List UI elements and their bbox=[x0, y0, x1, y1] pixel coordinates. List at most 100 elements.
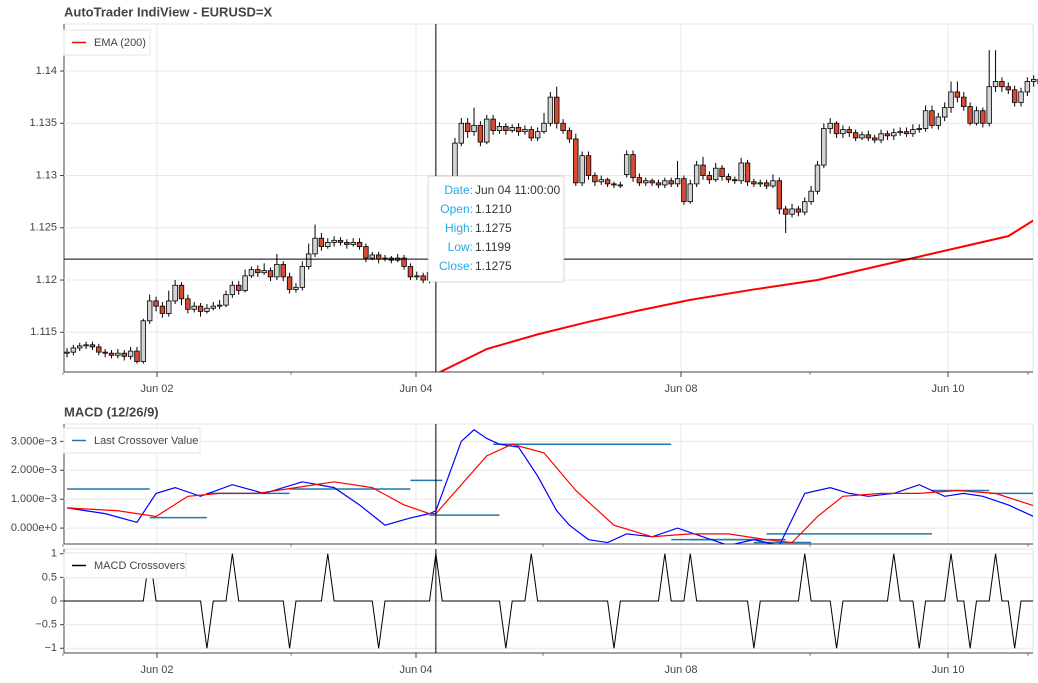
candle-body bbox=[663, 181, 668, 185]
candle-body bbox=[415, 276, 420, 277]
candle-body bbox=[1000, 81, 1005, 86]
candle-body bbox=[860, 135, 865, 138]
candle-body bbox=[643, 181, 648, 183]
price-panel-x-tick-label: Jun 02 bbox=[140, 383, 173, 395]
price-legend-label: EMA (200) bbox=[94, 37, 146, 49]
candle-body bbox=[593, 176, 598, 182]
candle-body bbox=[580, 156, 585, 183]
candle-body bbox=[809, 191, 814, 201]
candle-body bbox=[345, 242, 350, 244]
candle-body bbox=[128, 351, 133, 356]
tooltip-row-high: High: 1.1275 bbox=[429, 219, 563, 238]
candle-body bbox=[491, 119, 496, 130]
candle-body bbox=[135, 351, 140, 361]
candle-body bbox=[631, 155, 636, 178]
candle-body bbox=[612, 184, 617, 185]
candle-body bbox=[841, 130, 846, 134]
candle-body bbox=[599, 180, 604, 182]
candle-body bbox=[1019, 92, 1024, 102]
candle-body bbox=[313, 238, 318, 254]
candle-body bbox=[497, 126, 502, 130]
tooltip-value: 1.1275 bbox=[475, 219, 512, 238]
candle-body bbox=[815, 165, 820, 191]
tooltip-row-date: Date: Jun 04 11:00:00 bbox=[429, 181, 563, 200]
candle-body bbox=[682, 179, 687, 202]
tooltip-key: Open: bbox=[440, 200, 473, 219]
price-panel-x-tick-label: Jun 08 bbox=[664, 383, 697, 395]
candle-body bbox=[529, 130, 534, 138]
candle-body bbox=[408, 266, 413, 276]
candle-body bbox=[764, 183, 769, 186]
macd-panel-y-tick-label: 3.000e−3 bbox=[11, 435, 57, 447]
candle-body bbox=[205, 308, 210, 311]
candle-body bbox=[504, 126, 509, 130]
candle-body bbox=[898, 132, 903, 133]
candle-body bbox=[713, 168, 718, 179]
candle-body bbox=[478, 125, 483, 142]
candle-body bbox=[338, 240, 343, 242]
candle-body bbox=[325, 242, 330, 246]
candle-body bbox=[351, 242, 356, 244]
candle-body bbox=[656, 183, 661, 185]
candle-body bbox=[364, 247, 369, 258]
candle-body bbox=[65, 352, 70, 353]
price-panel-x-tick-label: Jun 10 bbox=[931, 383, 964, 395]
candle-body bbox=[103, 352, 108, 353]
macd-panel-title: MACD (12/26/9) bbox=[64, 404, 159, 419]
candle-body bbox=[287, 277, 292, 290]
candle-body bbox=[618, 185, 623, 186]
candle-body bbox=[688, 184, 693, 202]
candle-body bbox=[294, 287, 299, 289]
candle-body bbox=[936, 117, 941, 125]
candle-body bbox=[961, 97, 966, 106]
macd-legend-label: Last Crossover Value bbox=[94, 435, 198, 447]
candle-body bbox=[669, 181, 674, 184]
crossovers-panel-x-tick-label: Jun 02 bbox=[140, 664, 173, 676]
tooltip-row-open: Open: 1.1210 bbox=[429, 200, 563, 219]
candle-body bbox=[472, 125, 477, 131]
candle-body bbox=[968, 107, 973, 124]
candle-body bbox=[834, 123, 839, 133]
candle-body bbox=[236, 285, 241, 290]
candle-body bbox=[376, 255, 381, 259]
candle-body bbox=[243, 276, 248, 291]
candle-body bbox=[249, 270, 254, 276]
candle-body bbox=[141, 321, 146, 362]
candle-body bbox=[71, 348, 76, 352]
macd-panel-y-tick-label: 2.000e−3 bbox=[11, 464, 57, 476]
candle-body bbox=[707, 176, 712, 180]
candle-body bbox=[739, 163, 744, 181]
candle-body bbox=[758, 183, 763, 184]
candle-body bbox=[160, 306, 165, 313]
candle-body bbox=[147, 301, 152, 321]
macd-panel-y-tick-label: 0.000e+0 bbox=[11, 522, 57, 534]
candle-body bbox=[942, 108, 947, 117]
candle-body bbox=[771, 181, 776, 186]
price-panel-y-tick-label: 1.13 bbox=[36, 169, 57, 181]
candle-body bbox=[154, 301, 159, 306]
tooltip-value: Jun 04 11:00:00 bbox=[475, 181, 560, 200]
crossovers-legend-label: MACD Crossovers bbox=[94, 560, 186, 572]
candle-body bbox=[192, 306, 197, 309]
candle-body bbox=[796, 209, 801, 212]
candle-body bbox=[885, 134, 890, 136]
candle-body bbox=[109, 353, 114, 355]
tooltip-value: 1.1199 bbox=[475, 238, 511, 257]
candle-body bbox=[516, 127, 521, 131]
candle-body bbox=[911, 130, 916, 134]
candle-body bbox=[217, 305, 222, 306]
candle-body bbox=[637, 178, 642, 183]
candle-body bbox=[892, 133, 897, 136]
chart-title: AutoTrader IndiView - EURUSD=X bbox=[64, 4, 272, 19]
candle-body bbox=[605, 180, 610, 184]
candle-body bbox=[701, 165, 706, 175]
candle-body bbox=[726, 177, 731, 180]
candle-body bbox=[624, 155, 629, 175]
candle-body bbox=[745, 163, 750, 182]
candle-body bbox=[77, 346, 82, 348]
tooltip-key: Date: bbox=[444, 181, 473, 200]
candle-body bbox=[84, 345, 89, 346]
candle-body bbox=[281, 264, 286, 277]
price-panel-y-tick-label: 1.14 bbox=[36, 65, 57, 77]
candle-body bbox=[955, 92, 960, 97]
